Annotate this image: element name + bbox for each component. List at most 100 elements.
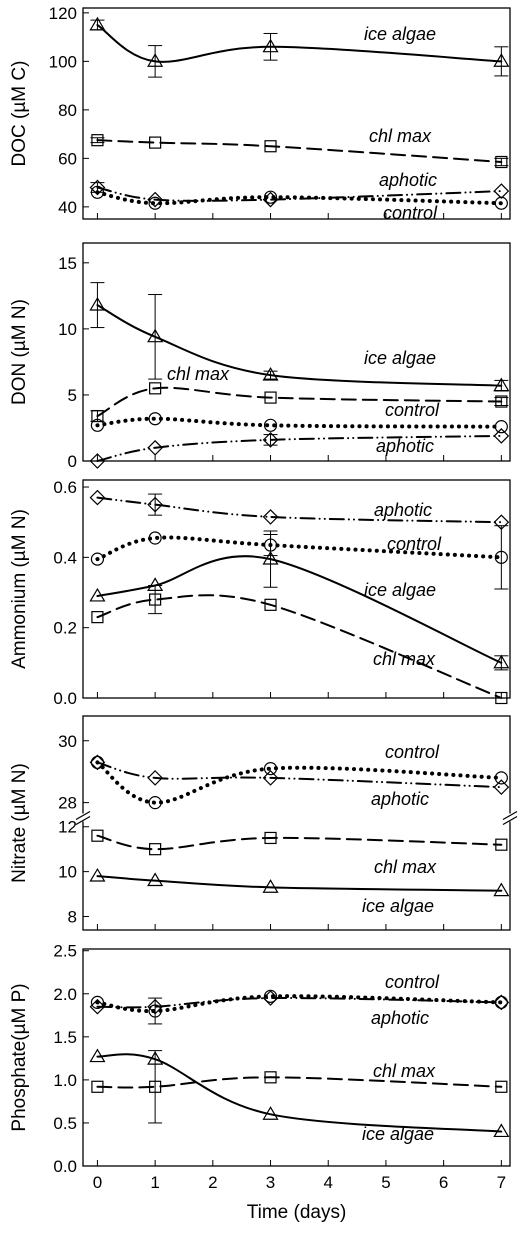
data-point <box>493 377 510 392</box>
data-point <box>90 755 105 770</box>
x-axis-title: Time (days) <box>247 1202 347 1223</box>
series-aphotic <box>89 489 510 531</box>
series-control <box>90 755 508 810</box>
data-point <box>149 1080 162 1093</box>
axis-break-mark <box>502 815 518 826</box>
y-tick-label: 12 <box>58 818 77 837</box>
data-point <box>264 391 277 404</box>
data-point <box>89 179 106 196</box>
series-line <box>96 761 503 789</box>
series-chl-max <box>91 584 508 705</box>
series-ice-algae <box>89 867 510 897</box>
data-point <box>495 395 508 408</box>
series-line <box>96 555 503 664</box>
y-tick-label: 0.2 <box>53 619 77 638</box>
data-point <box>495 155 508 169</box>
y-tick-label: 8 <box>68 908 77 927</box>
data-point <box>494 420 508 434</box>
series-label: chl max <box>369 126 432 146</box>
data-point <box>91 829 104 842</box>
y-tick-label: 2.0 <box>53 985 77 1004</box>
panel-3: Ammonium (µM N) 0.0 0.2 0.4 0.6 aphotic contro… <box>9 478 511 708</box>
plot-frame <box>82 7 511 220</box>
series-line <box>96 594 503 699</box>
series-chl-max <box>90 134 509 169</box>
data-point <box>147 770 163 786</box>
data-point <box>91 134 104 147</box>
series-control <box>90 989 508 1025</box>
data-point <box>494 196 508 210</box>
series-chl-max <box>90 382 509 423</box>
data-point <box>89 1048 106 1063</box>
y-tick-label: 0.6 <box>53 478 77 497</box>
data-point <box>148 412 162 426</box>
y-tick-label: 10 <box>58 863 77 882</box>
series-label: ice algae <box>364 580 436 600</box>
x-tick-label: 3 <box>266 1173 275 1192</box>
plot-frame <box>82 479 511 699</box>
data-point <box>90 185 105 199</box>
series-chl-max <box>91 829 508 856</box>
series-label: control <box>387 534 442 554</box>
data-point <box>90 552 105 566</box>
data-point <box>493 654 510 669</box>
data-point <box>264 831 277 845</box>
y-tick-label: 60 <box>58 149 77 168</box>
data-point <box>90 418 105 432</box>
axis-break <box>75 810 518 826</box>
data-point <box>149 136 162 149</box>
data-point <box>495 1080 508 1093</box>
data-point <box>262 550 279 565</box>
data-point <box>148 796 162 810</box>
data-point <box>91 409 104 423</box>
series-label: aphotic <box>371 1008 429 1028</box>
plot-frame <box>82 948 511 1167</box>
x-tick-label: 0 <box>93 1173 102 1192</box>
y-axis-title: DOC (µM C) <box>9 61 30 167</box>
series-line <box>96 1076 503 1089</box>
data-point <box>264 140 277 153</box>
panel-5: Phosphate(µM P) 0 1 2 3 4 5 6 7 Time (days) 0.0 0.5… <box>9 942 511 1223</box>
data-point <box>263 761 278 776</box>
data-point <box>493 994 510 1011</box>
series-label: control <box>383 203 438 223</box>
series-line <box>96 1053 503 1133</box>
data-point <box>493 428 510 444</box>
data-point <box>147 439 163 456</box>
axis-break-gap <box>502 813 518 822</box>
data-point <box>263 190 278 204</box>
series-label: aphotic <box>379 170 437 190</box>
data-point <box>262 879 279 893</box>
data-point <box>89 867 106 882</box>
data-point <box>262 366 279 381</box>
y-tick-label: 0.5 <box>53 1114 77 1133</box>
axis-break-mark <box>502 810 518 821</box>
y-tick-label: 28 <box>58 794 77 813</box>
data-point <box>90 995 105 1009</box>
data-point <box>147 328 164 343</box>
axis-break-mark <box>75 810 91 821</box>
data-point <box>149 593 162 606</box>
series-ice-algae <box>89 530 510 671</box>
series-line <box>96 23 503 63</box>
series-label: ice algae <box>364 24 436 44</box>
x-tick-label: 1 <box>150 1173 159 1192</box>
data-point <box>147 496 163 513</box>
y-tick-label: 5 <box>68 386 77 405</box>
data-point <box>495 691 508 705</box>
data-point <box>147 53 164 67</box>
y-tick-label: 0.0 <box>53 1157 77 1176</box>
data-point <box>147 1051 164 1065</box>
series-control <box>90 185 508 210</box>
data-point <box>91 611 104 624</box>
data-point <box>89 453 106 469</box>
series-aphotic <box>89 428 510 469</box>
x-tick-label: 7 <box>497 1173 506 1192</box>
data-point <box>263 418 278 432</box>
data-point <box>147 998 163 1015</box>
y-tick-label: 15 <box>58 254 77 273</box>
series-ice-algae <box>89 282 510 392</box>
series-aphotic <box>89 754 510 796</box>
y-axis-title: Phosphate(µM P) <box>9 983 30 1131</box>
